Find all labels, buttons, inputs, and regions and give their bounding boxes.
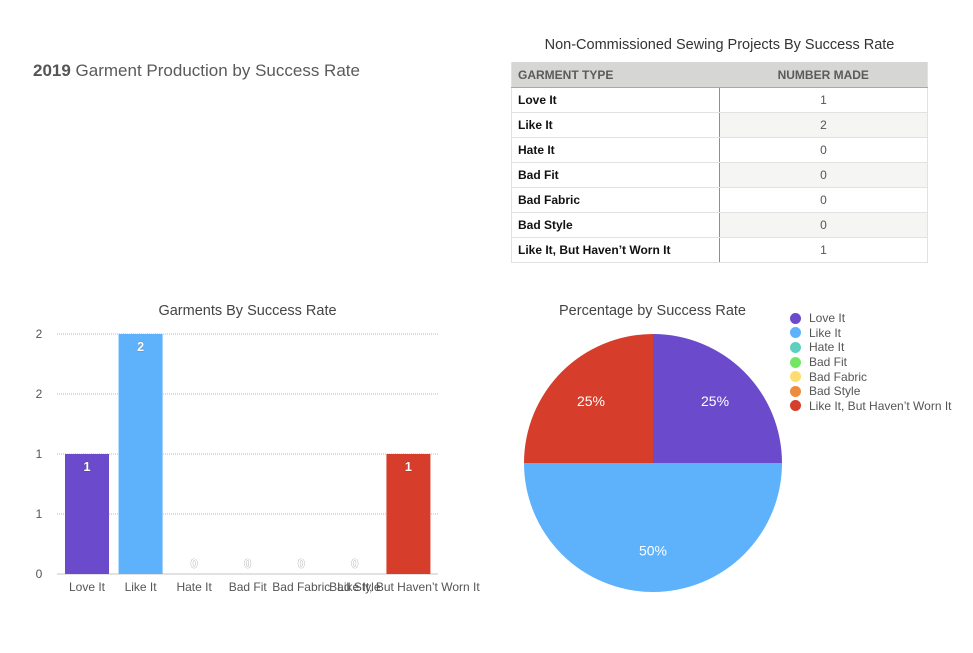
- legend-item: Love It: [790, 311, 952, 326]
- bar-data-label: 0: [298, 556, 305, 571]
- cell-number-made: 1: [719, 87, 928, 113]
- pie-percent-label: 25%: [701, 393, 729, 409]
- pie-percent-label: 50%: [639, 543, 667, 559]
- cell-number-made: 0: [719, 162, 928, 188]
- legend-swatch-icon: [790, 400, 801, 412]
- legend-label: Like It: [809, 325, 842, 340]
- x-tick-label: Like It: [125, 580, 158, 594]
- cell-garment-type: Hate It: [511, 137, 720, 163]
- cell-garment-type: Love It: [511, 87, 720, 113]
- table-row: Love It 1: [511, 87, 928, 113]
- legend-swatch-icon: [790, 371, 801, 383]
- x-tick-label: Bad Fit: [229, 580, 268, 594]
- bar-data-label: 1: [405, 459, 412, 474]
- x-tick-label: Bad Fabric: [272, 580, 330, 594]
- y-tick-label: 0: [36, 567, 43, 581]
- page-title-year: 2019: [33, 61, 71, 80]
- cell-number-made: 2: [719, 112, 928, 138]
- legend-item: Like It, But Haven’t Worn It: [790, 399, 952, 414]
- success-rate-table: GARMENT TYPE NUMBER MADE Love It 1 Like It…: [511, 62, 928, 263]
- y-tick-label: 2: [36, 327, 43, 341]
- pie-chart-title: Percentage by Success Rate: [559, 303, 746, 319]
- column-header-garment-type: GARMENT TYPE: [511, 62, 720, 88]
- legend-label: Bad Style: [809, 384, 861, 399]
- table-row: Bad Fabric 0: [511, 187, 928, 213]
- legend-swatch-icon: [790, 312, 801, 324]
- legend-item: Bad Style: [790, 384, 952, 399]
- x-tick-label: Love It: [69, 580, 106, 594]
- page-title-text: Garment Production by Success Rate: [70, 61, 360, 80]
- bar[interactable]: [386, 454, 431, 574]
- cell-number-made: 0: [719, 212, 928, 238]
- legend-label: Bad Fabric: [809, 369, 868, 384]
- cell-number-made: 0: [719, 187, 928, 213]
- table-row: Hate It 0: [511, 137, 928, 163]
- column-header-number-made: NUMBER MADE: [719, 62, 928, 88]
- pie-slice[interactable]: [524, 463, 782, 592]
- table-header-row: GARMENT TYPE NUMBER MADE: [511, 62, 928, 88]
- legend-item: Hate It: [790, 340, 952, 355]
- bar[interactable]: [118, 334, 163, 574]
- legend-label: Love It: [809, 311, 846, 326]
- legend-label: Hate It: [809, 340, 845, 355]
- x-tick-label: Bad Style: [329, 580, 381, 594]
- cell-garment-type: Bad Fit: [511, 162, 720, 188]
- bar-data-label: 2: [137, 339, 144, 354]
- y-tick-label: 2: [36, 387, 43, 401]
- bar-data-label: 1: [83, 459, 90, 474]
- bar-data-label: 0: [351, 556, 358, 571]
- x-tick-label: Like It, But Haven’t Worn It: [337, 580, 480, 594]
- pie-chart: 25% 50% 25%: [524, 334, 782, 592]
- legend-swatch-icon: [790, 356, 801, 368]
- legend-label: Bad Fit: [809, 355, 848, 370]
- legend-item: Like It: [790, 326, 952, 341]
- legend-item: Bad Fabric: [790, 369, 952, 384]
- bar-data-label: 0: [191, 556, 198, 571]
- legend-swatch-icon: [790, 341, 801, 353]
- table-row: Bad Fit 0: [511, 162, 928, 188]
- cell-garment-type: Bad Fabric: [511, 187, 720, 213]
- table-row: Like It 2: [511, 112, 928, 138]
- y-tick-label: 1: [36, 447, 43, 461]
- pie-slice[interactable]: [653, 334, 782, 463]
- cell-number-made: 0: [719, 137, 928, 163]
- cell-number-made: 1: [719, 237, 928, 263]
- bar-data-label: 0: [244, 556, 251, 571]
- legend-item: Bad Fit: [790, 355, 952, 370]
- cell-garment-type: Like It, But Haven’t Worn It: [511, 237, 720, 263]
- table-row: Like It, But Haven’t Worn It 1: [511, 237, 928, 263]
- legend-label: Like It, But Haven’t Worn It: [809, 398, 952, 413]
- legend-swatch-icon: [790, 327, 801, 339]
- cell-garment-type: Bad Style: [511, 212, 720, 238]
- table-row: Bad Style 0: [511, 212, 928, 238]
- page-title: 2019 Garment Production by Success Rate: [33, 61, 360, 81]
- pie-percent-label: 25%: [577, 393, 605, 409]
- pie-slice[interactable]: [524, 334, 653, 463]
- pie-legend: Love It Like It Hate It Bad Fit Bad Fabric Ba…: [790, 311, 952, 413]
- x-tick-label: Hate It: [176, 580, 212, 594]
- table-title: Non-Commissioned Sewing Projects By Succ…: [544, 37, 895, 53]
- legend-swatch-icon: [790, 385, 801, 397]
- cell-garment-type: Like It: [511, 112, 720, 138]
- bar-chart-title: Garments By Success Rate: [158, 303, 337, 319]
- bar-chart: 0 1 1 2 2 1 Love It 2 Like It 0 Hate It 0 Bad Fit 0 Ba…: [36, 327, 481, 594]
- y-tick-label: 1: [36, 507, 43, 521]
- bar[interactable]: [65, 454, 109, 574]
